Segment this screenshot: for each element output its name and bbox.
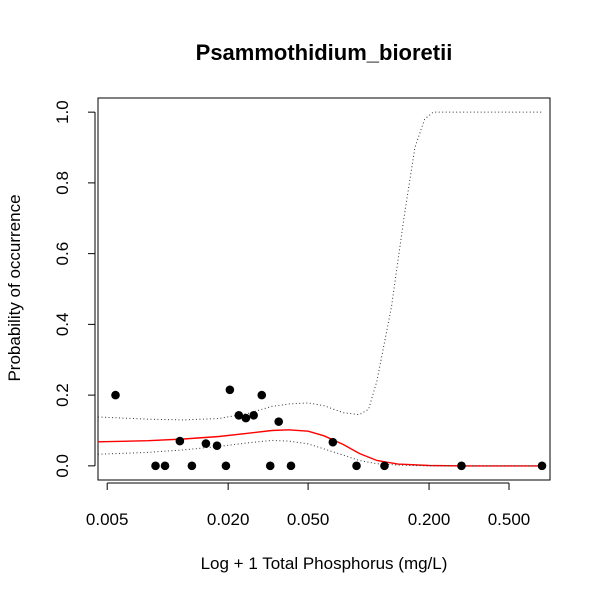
data-point (328, 437, 338, 447)
data-point (286, 461, 296, 471)
x-tick-label: 0.050 (287, 510, 330, 529)
data-points (111, 385, 547, 471)
data-point (221, 461, 231, 471)
data-point (187, 461, 197, 471)
data-point (175, 436, 185, 446)
data-point (241, 413, 251, 423)
y-tick-label: 0.8 (53, 171, 72, 195)
y-axis: 0.0 0.2 0.4 0.6 0.8 1.0 (53, 100, 96, 478)
data-point (111, 390, 120, 400)
y-tick-label: 0.0 (53, 454, 72, 478)
x-tick-label: 0.200 (408, 510, 451, 529)
data-point (257, 390, 267, 400)
x-axis: 0.005 0.020 0.050 0.200 0.500 (86, 482, 531, 529)
data-point (234, 410, 244, 420)
data-point (201, 439, 211, 448)
x-tick-label: 0.500 (488, 510, 531, 529)
data-point (151, 461, 160, 471)
y-tick-label: 0.6 (53, 242, 72, 266)
data-point (265, 461, 275, 471)
x-tick-label: 0.005 (86, 510, 129, 529)
y-axis-label: Probability of occurrence (5, 194, 24, 381)
data-point (352, 461, 361, 471)
x-axis-label: Log + 1 Total Phosphorus (mg/L) (201, 554, 448, 573)
data-point (380, 461, 389, 471)
y-tick-label: 0.2 (53, 383, 72, 407)
data-point (160, 461, 170, 471)
data-point (212, 441, 222, 450)
y-tick-label: 1.0 (53, 100, 72, 124)
data-point (274, 417, 284, 426)
data-point (225, 385, 235, 395)
x-tick-label: 0.020 (207, 510, 250, 529)
chart-title: Psammothidium_bioretii (196, 40, 453, 65)
plot-area-frame (97, 97, 551, 481)
data-point (457, 461, 466, 471)
y-tick-label: 0.4 (53, 313, 72, 337)
data-point (537, 461, 547, 471)
data-point (249, 410, 258, 420)
